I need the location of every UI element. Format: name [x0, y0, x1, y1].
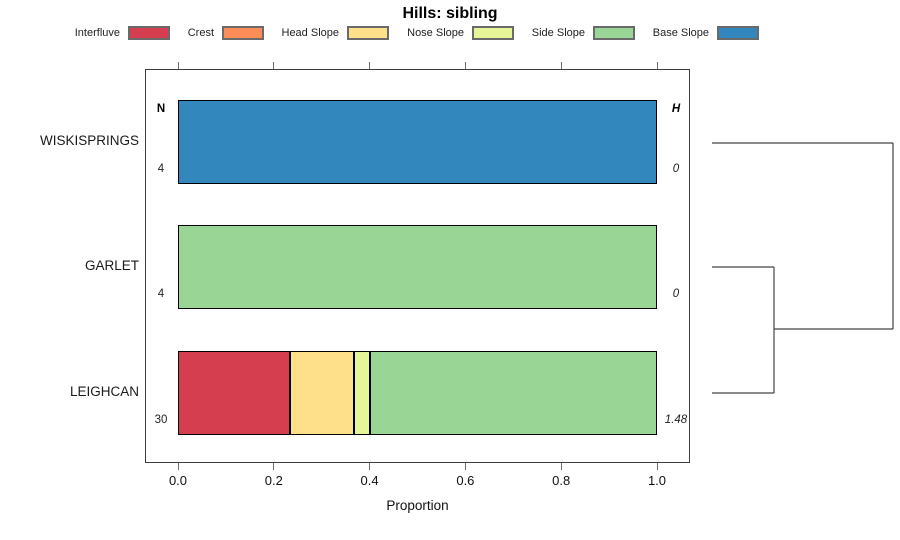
- bar-row: [178, 100, 657, 184]
- bar-segment: [178, 351, 290, 435]
- legend-swatch: [472, 26, 514, 40]
- legend-item: Side Slope: [532, 26, 635, 40]
- legend-swatch: [593, 26, 635, 40]
- axis-tick-label: 0.8: [552, 473, 571, 488]
- row-n-value: 4: [157, 163, 165, 175]
- bar-segment: [369, 351, 657, 435]
- axis-tick-top: [177, 62, 179, 69]
- legend-item: Base Slope: [653, 26, 759, 40]
- n-column-header: N: [156, 103, 166, 115]
- legend-swatch: [222, 26, 264, 40]
- axis-tick-top: [560, 62, 562, 69]
- legend-item: Crest: [188, 26, 264, 40]
- row-n-value: 4: [157, 288, 165, 300]
- legend-swatch: [128, 26, 170, 40]
- legend-item-label: Crest: [187, 27, 214, 39]
- bar-row: [178, 225, 657, 309]
- bar-segment: [289, 351, 354, 435]
- row-h-value: 1.48: [664, 414, 688, 426]
- x-axis-label: Proportion: [386, 498, 449, 513]
- axis-tick-top: [464, 62, 466, 69]
- axis-tick-label: 1.0: [647, 473, 667, 488]
- legend-item: Head Slope: [281, 26, 389, 40]
- axis-tick-top: [656, 62, 658, 69]
- row-n-value: 30: [154, 414, 168, 426]
- axis-tick-label: 0.6: [456, 473, 475, 488]
- legend-item: Nose Slope: [407, 26, 514, 40]
- axis-tick-label: 0.0: [168, 473, 188, 488]
- axis-tick-bottom: [656, 463, 658, 470]
- axis-tick-top: [273, 62, 275, 69]
- axis-tick-bottom: [273, 463, 275, 470]
- bar-segment: [353, 351, 370, 435]
- bar-row: [178, 351, 657, 435]
- legend-swatch: [717, 26, 759, 40]
- legend-item-label: Side Slope: [531, 27, 585, 39]
- axis-tick-bottom: [177, 463, 179, 470]
- legend-item-label: Nose Slope: [407, 27, 464, 39]
- axis-tick-bottom: [464, 463, 466, 470]
- axis-tick-label: 0.2: [264, 473, 283, 488]
- legend-item-label: Base Slope: [652, 27, 709, 39]
- legend-swatch: [347, 26, 389, 40]
- axis-tick-label: 0.4: [360, 473, 379, 488]
- legend-item-label: Interfluve: [74, 27, 120, 39]
- axis-tick-bottom: [369, 463, 371, 470]
- legend-item: Interfluve: [75, 26, 170, 40]
- bar-segment: [178, 225, 657, 309]
- row-label: GARLET: [84, 258, 139, 273]
- legend-item-label: Head Slope: [281, 27, 340, 39]
- axis-tick-top: [369, 62, 371, 69]
- row-label: LEIGHCAN: [69, 384, 139, 399]
- h-column-header: H: [671, 103, 681, 115]
- axis-tick-bottom: [560, 463, 562, 470]
- row-h-value: 0: [672, 163, 680, 175]
- chart-title: Hills: sibling: [402, 5, 498, 22]
- row-label: WISKISPRINGS: [39, 133, 139, 148]
- row-h-value: 0: [672, 288, 680, 300]
- bar-segment: [178, 100, 657, 184]
